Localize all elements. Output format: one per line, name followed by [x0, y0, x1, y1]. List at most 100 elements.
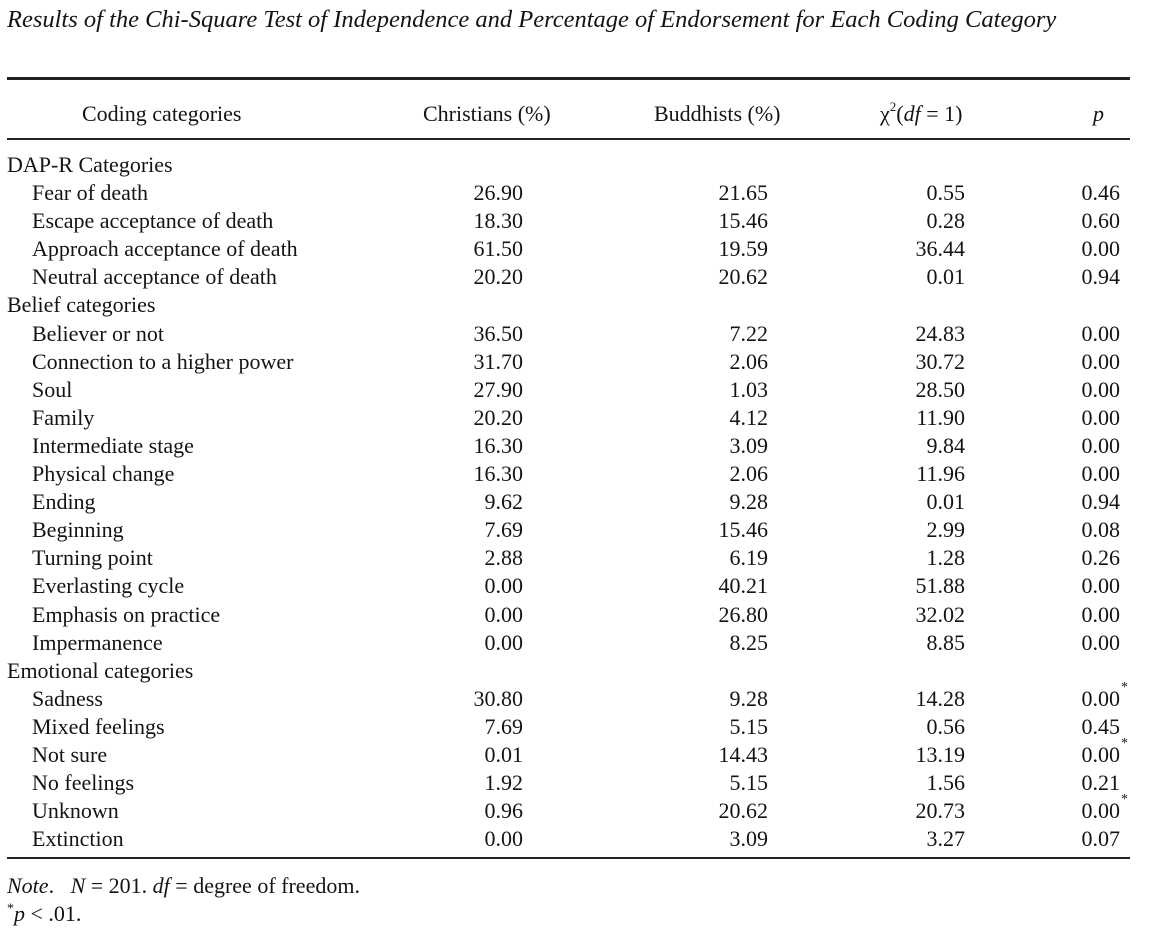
- buddhists-cell-value: 20.62: [718, 798, 769, 824]
- buddhists-cell: 19.59: [719, 235, 769, 263]
- chi-square-cell-value: 32.02: [915, 601, 966, 627]
- table-row: Everlasting cycle 0.00 40.21 51.88 0.00: [0, 572, 1158, 600]
- buddhists-cell-value: 1.03: [729, 376, 769, 402]
- chi-square-cell: 51.88: [916, 572, 966, 600]
- chi-df: df: [903, 101, 921, 126]
- p-value-cell-value: 0.21: [1081, 770, 1121, 796]
- buddhists-cell-value: 2.06: [729, 348, 769, 374]
- header-coding-categories: Coding categories: [82, 101, 242, 126]
- christians-cell-value: 20.20: [473, 264, 524, 290]
- chi-square-cell-value: 24.83: [915, 320, 966, 346]
- table-body: DAP-R Categories Fear of death 26.90 21.65 0…: [0, 151, 1158, 853]
- significance-marker: *: [1121, 792, 1128, 808]
- table-row: Impermanence 0.00 8.25 8.85 0.00: [0, 629, 1158, 657]
- row-label: Beginning: [32, 517, 124, 543]
- row-label: Soul: [32, 376, 73, 402]
- note-star: *: [7, 901, 14, 917]
- table-row: Family 20.20 4.12 11.90 0.00: [0, 404, 1158, 432]
- p-value-cell: 0.21: [1082, 769, 1121, 797]
- chi-square-cell-value: 13.19: [915, 741, 966, 767]
- table-row: Approach acceptance of death 61.50 19.59 36…: [0, 235, 1158, 263]
- p-value-cell-value: 0.00: [1081, 376, 1121, 402]
- buddhists-cell: 15.46: [719, 207, 769, 235]
- row-label: Believer or not: [32, 320, 164, 346]
- table-row: Emphasis on practice 0.00 26.80 32.02 0.00: [0, 601, 1158, 629]
- p-value-cell: 0.60: [1082, 207, 1121, 235]
- buddhists-cell-value: 15.46: [718, 517, 769, 543]
- p-value-cell: 0.26: [1082, 544, 1121, 572]
- p-value-cell-value: 0.00: [1081, 741, 1121, 767]
- buddhists-cell: 20.62: [719, 263, 769, 291]
- significance-marker: *: [1121, 735, 1128, 751]
- chi-square-cell-value: 0.28: [926, 208, 966, 234]
- chi-square-cell: 9.84: [927, 432, 966, 460]
- p-value-cell: 0.00: [1082, 348, 1121, 376]
- christians-cell-value: 7.69: [484, 713, 524, 739]
- section-row: DAP-R Categories: [0, 151, 1158, 179]
- p-value-cell: 0.00 *: [1081, 793, 1129, 825]
- chi-square-cell: 1.28: [927, 544, 966, 572]
- buddhists-cell-value: 15.46: [718, 208, 769, 234]
- chi-square-cell: 11.96: [916, 460, 965, 488]
- table-row: Believer or not 36.50 7.22 24.83 0.00: [0, 320, 1158, 348]
- p-value-cell-value: 0.00: [1081, 629, 1121, 655]
- chi-square-cell: 32.02: [916, 601, 966, 629]
- p-value-cell-value: 0.00: [1081, 404, 1121, 430]
- chi-superscript: 2: [889, 98, 897, 114]
- p-value-cell-value: 0.08: [1081, 517, 1121, 543]
- christians-cell-value: 0.00: [484, 601, 524, 627]
- section-row: Emotional categories: [0, 657, 1158, 685]
- p-value-cell-value: 0.00: [1081, 685, 1121, 711]
- p-value-cell-value: 0.07: [1081, 826, 1121, 852]
- chi-square-cell-value: 20.73: [915, 798, 966, 824]
- section-row: Belief categories: [0, 291, 1158, 319]
- table-row: Turning point 2.88 6.19 1.28 0.26: [0, 544, 1158, 572]
- chi-square-cell: 0.55: [927, 179, 966, 207]
- note-n-var: N: [70, 873, 86, 898]
- chi-square-cell-value: 8.85: [926, 629, 966, 655]
- p-value-cell-value: 0.00: [1081, 798, 1121, 824]
- chi-df-value: = 1): [920, 101, 963, 126]
- table-row: Beginning 7.69 15.46 2.99 0.08: [0, 516, 1158, 544]
- chi-square-cell-value: 0.55: [926, 180, 966, 206]
- p-value-cell-value: 0.46: [1081, 180, 1121, 206]
- p-value-cell-value: 0.00: [1081, 348, 1121, 374]
- christians-cell: 9.62: [485, 488, 524, 516]
- christians-cell-value: 1.92: [484, 770, 524, 796]
- p-value-cell-value: 0.00: [1081, 573, 1121, 599]
- christians-cell-value: 0.00: [484, 629, 524, 655]
- table-row: No feelings 1.92 5.15 1.56 0.21: [0, 769, 1158, 797]
- christians-cell-value: 0.01: [484, 741, 524, 767]
- christians-cell-value: 61.50: [473, 236, 524, 262]
- chi-square-cell-value: 2.99: [926, 517, 966, 543]
- p-value-cell: 0.07: [1082, 825, 1121, 853]
- note-n-text: = 201.: [85, 873, 153, 898]
- chi-square-cell-value: 1.56: [926, 770, 966, 796]
- chi-square-cell-value: 0.01: [926, 489, 966, 515]
- p-value-cell-value: 0.00: [1081, 320, 1121, 346]
- table-row: Physical change 16.30 2.06 11.96 0.00: [0, 460, 1158, 488]
- buddhists-cell: 2.06: [730, 460, 769, 488]
- buddhists-cell: 15.46: [719, 516, 769, 544]
- row-label: Neutral acceptance of death: [32, 264, 277, 290]
- p-value-cell: 0.08: [1082, 516, 1121, 544]
- p-value-cell: 0.46: [1082, 179, 1121, 207]
- buddhists-cell-value: 26.80: [718, 601, 769, 627]
- chi-square-cell: 24.83: [916, 320, 966, 348]
- christians-cell: 16.30: [474, 432, 524, 460]
- buddhists-cell: 14.43: [719, 741, 769, 769]
- table-note: Note. N = 201. df = degree of freedom.: [7, 872, 360, 900]
- significance-marker: *: [1121, 679, 1128, 695]
- buddhists-cell-value: 14.43: [718, 741, 769, 767]
- chi-open-paren: (: [896, 101, 904, 126]
- buddhists-cell: 3.09: [730, 432, 769, 460]
- christians-cell: 26.90: [474, 179, 524, 207]
- p-value-cell-value: 0.00: [1081, 601, 1121, 627]
- p-value-cell: 0.00: [1082, 404, 1121, 432]
- table-row: Fear of death 26.90 21.65 0.55 0.46: [0, 179, 1158, 207]
- row-label: No feelings: [32, 770, 135, 796]
- buddhists-cell-value: 9.28: [729, 685, 769, 711]
- buddhists-cell: 5.15: [730, 713, 769, 741]
- chi-square-cell: 36.44: [916, 235, 966, 263]
- christians-cell: 30.80: [474, 685, 524, 713]
